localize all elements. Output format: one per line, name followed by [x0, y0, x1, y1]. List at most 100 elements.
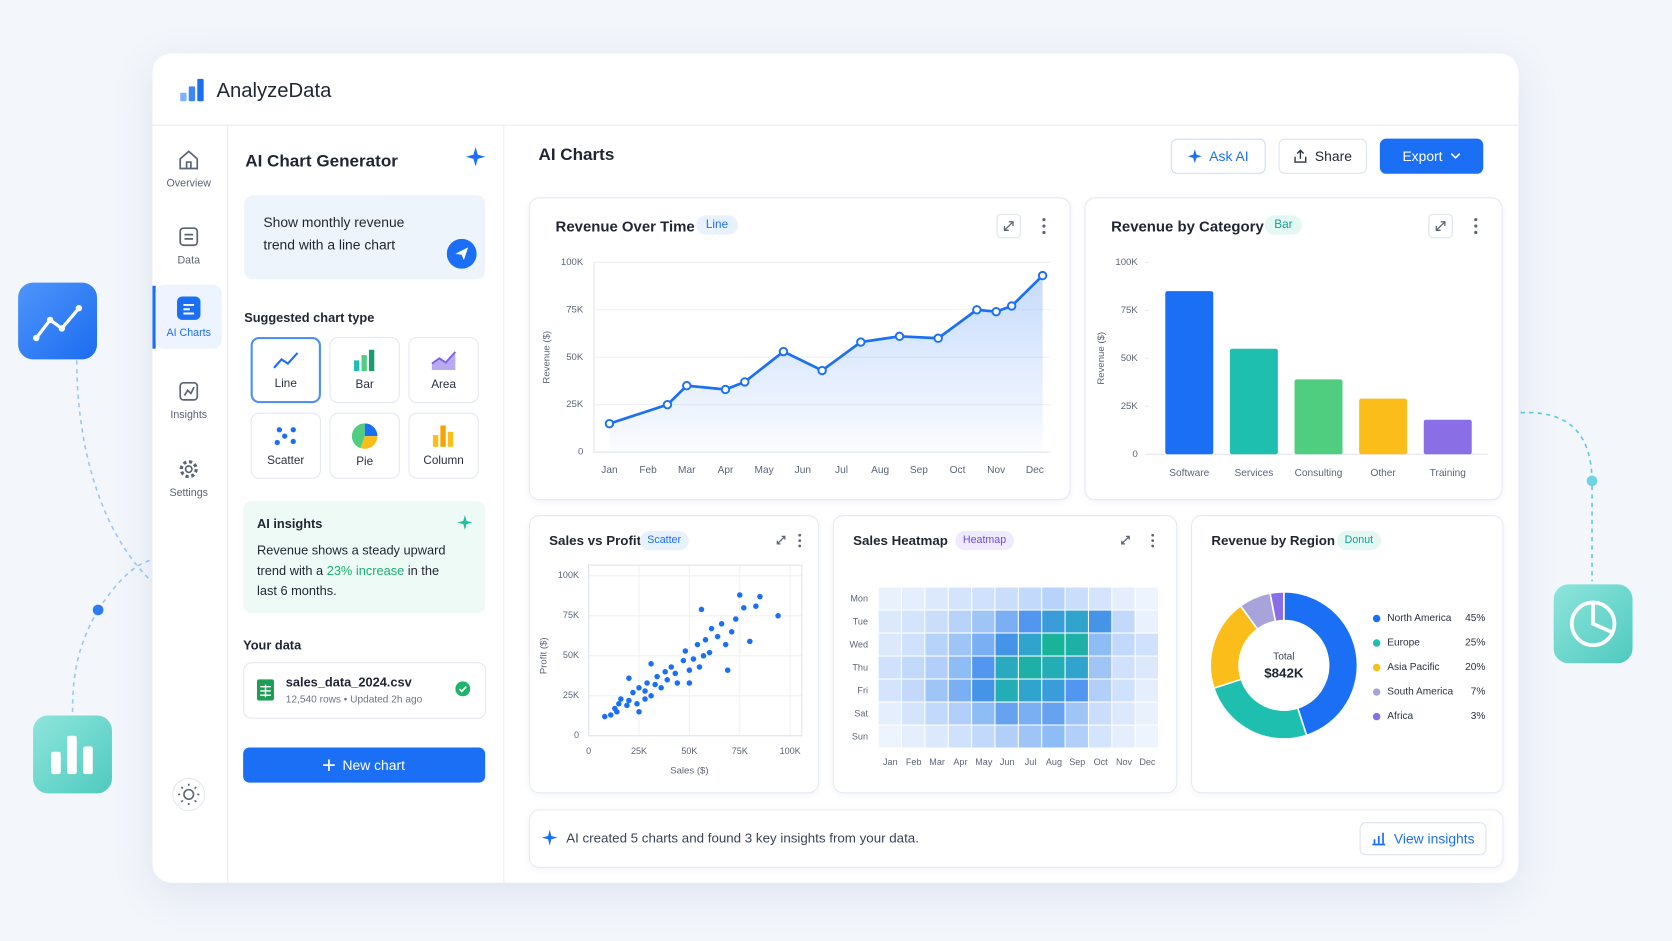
point	[662, 399, 673, 410]
point	[991, 306, 1001, 317]
point	[757, 593, 763, 600]
export-button[interactable]: Export	[1379, 138, 1484, 174]
heat-cell	[902, 633, 925, 656]
plus-icon	[323, 759, 336, 771]
column-label: Oct	[1094, 757, 1109, 767]
point	[856, 337, 866, 347]
nav-item[interactable]: Data	[156, 212, 222, 278]
y-axis-label: Revenue ($)	[1096, 332, 1107, 385]
share-button[interactable]: Share	[1278, 138, 1368, 174]
heat-cell	[1042, 702, 1065, 725]
chart-type-tile[interactable]: Area	[408, 336, 479, 404]
chart-title: Revenue by Region	[1211, 533, 1336, 549]
point	[626, 675, 632, 681]
file-card[interactable]	[243, 662, 487, 719]
new-chart-button[interactable]: New chart	[243, 747, 486, 783]
value-label: 25%	[1465, 638, 1485, 649]
ask-ai-button[interactable]: Ask AI	[1170, 138, 1266, 174]
center-label: Total	[1273, 652, 1294, 663]
heat-cell	[972, 610, 995, 633]
point	[644, 680, 650, 686]
y-tick-label: 50K	[563, 650, 579, 660]
text: in the last 6 months.	[256, 563, 440, 599]
heat-cell	[1065, 587, 1088, 610]
heat-cell	[995, 679, 1018, 702]
column-label: May	[975, 757, 993, 767]
menu-button[interactable]	[798, 218, 1478, 548]
button-label: Export	[1402, 148, 1443, 165]
nav-icon	[179, 226, 199, 246]
heat-cell	[902, 725, 925, 748]
legend-label: South America	[1387, 687, 1453, 698]
x-tick-label: Jul	[835, 465, 848, 476]
value-label: 3%	[1471, 711, 1486, 722]
point	[724, 667, 731, 673]
chart-type-tile[interactable]: Scatter	[250, 412, 321, 479]
point	[616, 701, 622, 707]
heat-cell	[925, 679, 948, 702]
heat-cell	[1018, 610, 1042, 633]
point	[817, 365, 827, 376]
column-label: Dec	[1139, 757, 1156, 767]
x-tick-label: Apr	[718, 465, 734, 476]
file-name: sales_data_2024.csv	[285, 674, 412, 690]
heat-cell	[995, 656, 1018, 679]
heat-cell	[948, 702, 972, 725]
prompt-box[interactable]	[244, 195, 486, 280]
y-tick-label: 0	[574, 730, 579, 740]
heat-cell	[1018, 679, 1042, 702]
y-tick-label: 75K	[566, 304, 584, 315]
expand-button[interactable]	[1121, 535, 1130, 545]
expand-button[interactable]	[1428, 213, 1453, 239]
heat-cell	[948, 679, 972, 702]
bar	[1294, 379, 1343, 455]
nav-item[interactable]: Insights	[156, 367, 222, 433]
nav-icon	[179, 149, 199, 169]
nav-item[interactable]: AI Charts	[155, 284, 222, 349]
point	[933, 333, 943, 343]
heat-cell	[1065, 679, 1088, 702]
heat-cell	[1018, 656, 1042, 679]
expand-button[interactable]	[776, 535, 786, 545]
view-insights-button[interactable]: View insights	[1359, 822, 1487, 856]
logo-icon	[180, 78, 204, 102]
nav-item[interactable]: Overview	[156, 135, 222, 201]
nav-item[interactable]: Settings	[156, 445, 222, 511]
chart-title: Sales Heatmap	[853, 533, 948, 549]
chart-tag: Scatter	[639, 531, 689, 551]
chart-tag: Bar	[1264, 215, 1303, 235]
theme-toggle[interactable]	[172, 777, 206, 811]
row-label: Sun	[852, 731, 868, 741]
heat-cell	[1088, 679, 1112, 702]
divider	[503, 125, 505, 883]
heat-cell	[925, 725, 948, 748]
chart-type-tile[interactable]: Line	[250, 336, 321, 404]
chart-type-tile[interactable]: Bar	[329, 336, 400, 404]
x-tick-label: Training	[1430, 468, 1466, 479]
file-meta: 12,540 rows • Updated 2h ago	[285, 694, 423, 706]
heat-cell	[995, 587, 1018, 610]
x-tick-label: Oct	[950, 465, 966, 476]
send-button[interactable]	[446, 238, 477, 269]
heat-cell	[1088, 610, 1112, 633]
x-tick-label: May	[755, 465, 775, 476]
x-tick-label: Dec	[1026, 465, 1044, 476]
point	[696, 664, 703, 670]
point	[894, 331, 905, 342]
button-label: New chart	[342, 757, 405, 774]
heat-cell	[1088, 702, 1112, 725]
nav-label: AI Charts	[166, 326, 211, 339]
point	[648, 693, 654, 699]
heat-cell	[925, 656, 948, 679]
heat-cell	[1112, 702, 1135, 725]
row-label: Fri	[857, 685, 868, 695]
plot-frame	[588, 564, 803, 737]
section-label: Your data	[243, 637, 302, 653]
expand-button[interactable]	[996, 213, 1022, 239]
point	[682, 648, 689, 654]
chart-type-tile[interactable]: Pie	[329, 412, 400, 479]
point	[680, 657, 687, 664]
chart-type-tile[interactable]: Column	[408, 412, 479, 479]
